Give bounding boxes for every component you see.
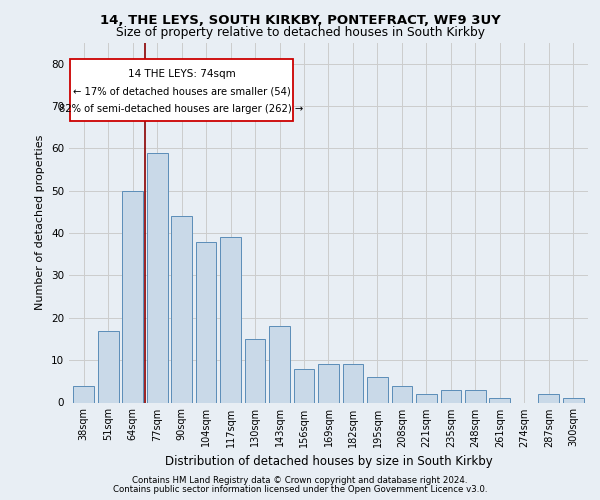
FancyBboxPatch shape <box>70 60 293 121</box>
Bar <box>490 398 510 402</box>
Bar <box>98 330 119 402</box>
Bar <box>416 394 437 402</box>
Bar <box>367 377 388 402</box>
Text: Size of property relative to detached houses in South Kirkby: Size of property relative to detached ho… <box>115 26 485 39</box>
Bar <box>147 152 167 402</box>
Bar <box>392 386 412 402</box>
Bar <box>245 339 265 402</box>
Bar <box>171 216 192 402</box>
X-axis label: Distribution of detached houses by size in South Kirkby: Distribution of detached houses by size … <box>164 455 493 468</box>
Text: 14 THE LEYS: 74sqm: 14 THE LEYS: 74sqm <box>128 69 235 79</box>
Text: Contains HM Land Registry data © Crown copyright and database right 2024.: Contains HM Land Registry data © Crown c… <box>132 476 468 485</box>
Bar <box>196 242 217 402</box>
Bar <box>563 398 584 402</box>
Bar <box>220 238 241 402</box>
Bar <box>465 390 486 402</box>
Bar <box>538 394 559 402</box>
Bar <box>293 368 314 402</box>
Bar <box>343 364 364 403</box>
Bar <box>318 364 339 403</box>
Bar <box>122 190 143 402</box>
Bar <box>269 326 290 402</box>
Bar <box>440 390 461 402</box>
Bar <box>73 386 94 402</box>
Text: 82% of semi-detached houses are larger (262) →: 82% of semi-detached houses are larger (… <box>59 104 304 114</box>
Text: 14, THE LEYS, SOUTH KIRKBY, PONTEFRACT, WF9 3UY: 14, THE LEYS, SOUTH KIRKBY, PONTEFRACT, … <box>100 14 500 27</box>
Y-axis label: Number of detached properties: Number of detached properties <box>35 135 46 310</box>
Text: Contains public sector information licensed under the Open Government Licence v3: Contains public sector information licen… <box>113 485 487 494</box>
Text: ← 17% of detached houses are smaller (54): ← 17% of detached houses are smaller (54… <box>73 87 290 97</box>
